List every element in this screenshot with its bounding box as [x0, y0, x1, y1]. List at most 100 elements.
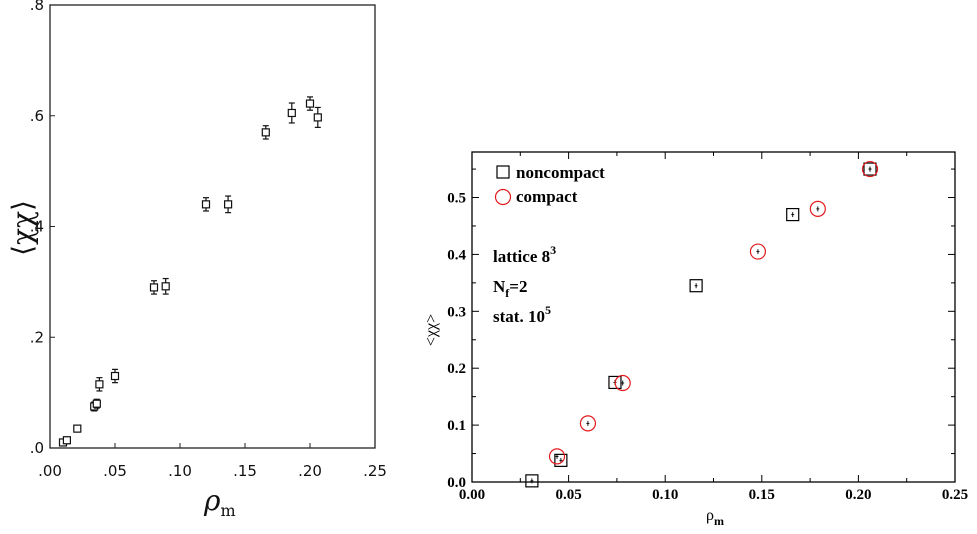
- right-data-point-noncompact: [525, 474, 539, 488]
- left-square-marker: [261, 128, 270, 137]
- circle-marker: [548, 448, 566, 465]
- left-data-point: [161, 277, 170, 295]
- left-x-tick-label: .00: [38, 462, 62, 480]
- left-y-axis-title: ⟨χχ⟩: [6, 200, 39, 256]
- square-marker: [863, 162, 877, 176]
- right-x-axis-title: ρm: [706, 507, 724, 528]
- left-x-tick-label: .20: [298, 462, 322, 480]
- square-marker: [608, 375, 622, 390]
- left-data-point: [149, 280, 159, 295]
- circle-marker: [809, 200, 826, 217]
- left-x-axis-title: ρm: [203, 484, 236, 520]
- left-square-marker: [95, 380, 104, 389]
- annotation-flavors: Nf=2: [493, 277, 527, 300]
- right-data-point-compact: [579, 415, 597, 432]
- annotation-flavors-text: N: [493, 277, 506, 296]
- left-square-marker: [110, 371, 120, 381]
- circle-marker: [614, 374, 631, 392]
- annotation-lattice-sup: 3: [550, 243, 556, 257]
- right-y-tick-label: 0.4: [447, 247, 466, 263]
- left-y-tick-label: .4: [30, 218, 44, 236]
- left-points: [58, 96, 322, 447]
- left-x-tick-label: .05: [103, 462, 127, 480]
- left-x-axis-title-main: ρ: [203, 484, 221, 517]
- right-data-point-noncompact: [786, 207, 800, 222]
- right-x-axis-title-main: ρ: [706, 507, 714, 524]
- annotation-stat-sup: 5: [545, 303, 551, 317]
- right-data-point-noncompact: [689, 279, 703, 293]
- annotation-stat-text: stat. 10: [493, 307, 545, 326]
- circle-marker: [861, 160, 879, 178]
- left-x-tick-label: .25: [363, 462, 387, 480]
- right-data-point-compact: [861, 160, 879, 178]
- right-y-tick-label: 0.3: [447, 304, 466, 320]
- left-data-point: [62, 436, 72, 445]
- legend-label-compact: compact: [516, 187, 578, 206]
- left-square-marker: [73, 424, 82, 433]
- right-points: [525, 160, 879, 488]
- left-data-point: [201, 197, 211, 212]
- left-data-point: [95, 377, 104, 392]
- right-y-tick-label: 0.1: [447, 418, 466, 434]
- left-data-point: [261, 125, 270, 140]
- annotation-lattice: lattice 83: [493, 243, 556, 266]
- left-data-point: [287, 102, 296, 124]
- right-ticks: 0.00 0.05 0.10 0.15 0.20 0.25 0.0 0.1 0.2 0.3 0.4 0…: [447, 152, 968, 503]
- left-square-marker: [313, 113, 322, 122]
- right-data-point-noncompact: [554, 453, 568, 467]
- left-ticks: .00 .05 .10 .15 .20 .25 .0 .2 .4 .6 .8: [30, 0, 387, 480]
- circle-marker: [749, 243, 767, 260]
- right-y-tick-label: 0.5: [447, 191, 466, 207]
- square-marker: [554, 453, 568, 467]
- left-data-point: [73, 424, 82, 433]
- left-data-point: [224, 195, 233, 214]
- left-x-tick-label: .10: [168, 462, 192, 480]
- legend-label-noncompact: noncompact: [516, 163, 605, 182]
- left-data-point: [313, 106, 322, 128]
- right-chart: 0.00 0.05 0.10 0.15 0.20 0.25 0.0 0.1 0.2 0.3 0.4 0…: [423, 151, 968, 528]
- left-x-axis-title-sub: m: [220, 501, 235, 520]
- left-data-point: [110, 368, 120, 384]
- circle-marker: [579, 415, 597, 432]
- legend-marker-noncompact: [496, 165, 510, 179]
- right-data-point-compact: [548, 448, 566, 465]
- left-square-marker: [287, 108, 296, 118]
- right-data-point-compact: [749, 243, 767, 260]
- annotation-flavors-rest: =2: [509, 277, 527, 296]
- square-marker: [525, 474, 539, 488]
- right-data-point-compact: [614, 374, 631, 392]
- right-data-point-compact: [809, 200, 826, 217]
- left-square-marker: [149, 283, 159, 292]
- left-square-marker: [305, 99, 315, 108]
- right-x-tick-label: 0.00: [459, 487, 485, 503]
- right-x-tick-label: 0.15: [749, 487, 775, 503]
- right-y-axis-title: <χχ>: [423, 314, 440, 346]
- right-x-tick-label: 0.25: [942, 487, 968, 503]
- right-x-tick-label: 0.05: [555, 487, 581, 503]
- annotation-stat: stat. 105: [493, 303, 551, 326]
- left-data-point: [92, 398, 101, 409]
- annotation-lattice-text: lattice 8: [493, 247, 550, 266]
- left-chart: .00 .05 .10 .15 .20 .25 .0 .2 .4 .6 .8 ⟨χχ⟩ ρm: [6, 0, 387, 520]
- left-y-tick-label: .2: [30, 328, 44, 346]
- right-x-tick-label: 0.10: [652, 487, 678, 503]
- left-y-tick-label: .0: [30, 439, 44, 457]
- left-x-tick-label: .15: [233, 462, 257, 480]
- square-marker: [786, 207, 800, 222]
- annotation-flavors-sub: f: [505, 286, 510, 300]
- left-y-tick-label: .6: [30, 107, 44, 125]
- right-annotations: lattice 83 Nf=2 stat. 105: [493, 243, 556, 326]
- left-square-marker: [161, 282, 170, 291]
- left-data-point: [305, 96, 315, 111]
- right-x-tick-label: 0.20: [845, 487, 871, 503]
- left-square-marker: [62, 436, 72, 445]
- right-legend: noncompact compact: [494, 163, 605, 206]
- left-square-marker: [224, 200, 233, 209]
- left-square-marker: [201, 200, 211, 209]
- right-x-axis-title-sub: m: [714, 514, 724, 528]
- left-y-tick-label: .8: [30, 0, 44, 14]
- legend-marker-compact: [494, 188, 512, 206]
- left-square-marker: [92, 399, 101, 408]
- right-y-tick-label: 0.2: [447, 361, 466, 377]
